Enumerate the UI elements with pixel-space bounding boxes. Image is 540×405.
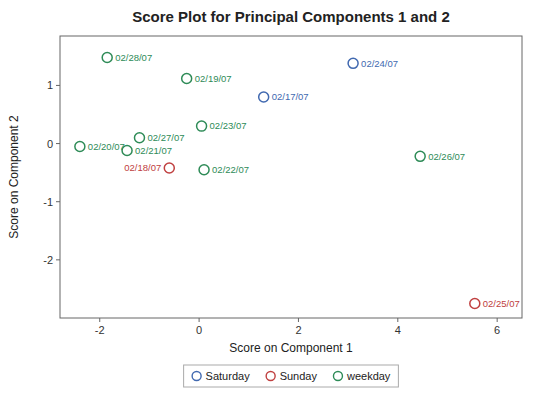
legend-frame bbox=[184, 365, 399, 387]
point bbox=[102, 53, 112, 63]
title: Score Plot for Principal Components 1 an… bbox=[132, 8, 450, 25]
y-axis-label: Score on Component 2 bbox=[7, 115, 21, 239]
point-label: 02/27/07 bbox=[147, 132, 184, 143]
x-tick bbox=[298, 318, 299, 322]
point-label: 02/18/07 bbox=[124, 162, 161, 173]
x-tick bbox=[497, 318, 498, 322]
point bbox=[259, 92, 269, 102]
y-tick bbox=[56, 201, 60, 202]
y-tick-label: 0 bbox=[47, 138, 53, 150]
y-tick bbox=[56, 143, 60, 144]
point-labels: 02/17/07 02/24/07 02/18/07 02/25/07 02/19/07… bbox=[88, 52, 520, 309]
x-tick-label: 2 bbox=[295, 324, 301, 336]
chart: Score Plot for Principal Components 1 an… bbox=[0, 0, 540, 405]
point bbox=[470, 298, 480, 308]
point-label: 02/21/07 bbox=[135, 145, 172, 156]
point bbox=[164, 163, 174, 173]
point bbox=[197, 121, 207, 131]
y-tick bbox=[56, 259, 60, 260]
point bbox=[75, 141, 85, 151]
point-label: 02/28/07 bbox=[115, 52, 152, 63]
x-tick-label: -2 bbox=[95, 324, 105, 336]
point-label: 02/24/07 bbox=[361, 58, 398, 69]
y-tick bbox=[56, 85, 60, 86]
legend-label: Sunday bbox=[280, 370, 318, 382]
x-tick-label: 0 bbox=[196, 324, 202, 336]
y-tick-label: 1 bbox=[47, 79, 53, 91]
marks bbox=[75, 53, 480, 309]
plot-frame bbox=[60, 36, 522, 318]
legend-label: Saturday bbox=[206, 370, 251, 382]
x-tick bbox=[397, 318, 398, 322]
point bbox=[415, 151, 425, 161]
point bbox=[134, 133, 144, 143]
point-label: 02/22/07 bbox=[212, 164, 249, 175]
point-label: 02/23/07 bbox=[210, 120, 247, 131]
point-label: 02/26/07 bbox=[428, 151, 465, 162]
legend-marker bbox=[192, 372, 201, 381]
x-axis-label: Score on Component 1 bbox=[229, 341, 353, 355]
point-label: 02/20/07 bbox=[88, 141, 125, 152]
x-tick bbox=[99, 318, 100, 322]
point bbox=[199, 165, 209, 175]
legend-marker bbox=[333, 372, 342, 381]
point-label: 02/25/07 bbox=[483, 298, 520, 309]
x-tick-label: 6 bbox=[494, 324, 500, 336]
x-tick-label: 4 bbox=[395, 324, 401, 336]
legend-marker bbox=[266, 372, 275, 381]
point-label: 02/17/07 bbox=[272, 91, 309, 102]
y-tick-label: -2 bbox=[43, 254, 53, 266]
point-label: 02/19/07 bbox=[195, 73, 232, 84]
point bbox=[182, 73, 192, 83]
legend: Saturday Sunday weekday bbox=[184, 365, 399, 387]
y-tick-label: -1 bbox=[43, 196, 53, 208]
point bbox=[348, 58, 358, 68]
legend-label: weekday bbox=[346, 370, 391, 382]
x-tick bbox=[199, 318, 200, 322]
